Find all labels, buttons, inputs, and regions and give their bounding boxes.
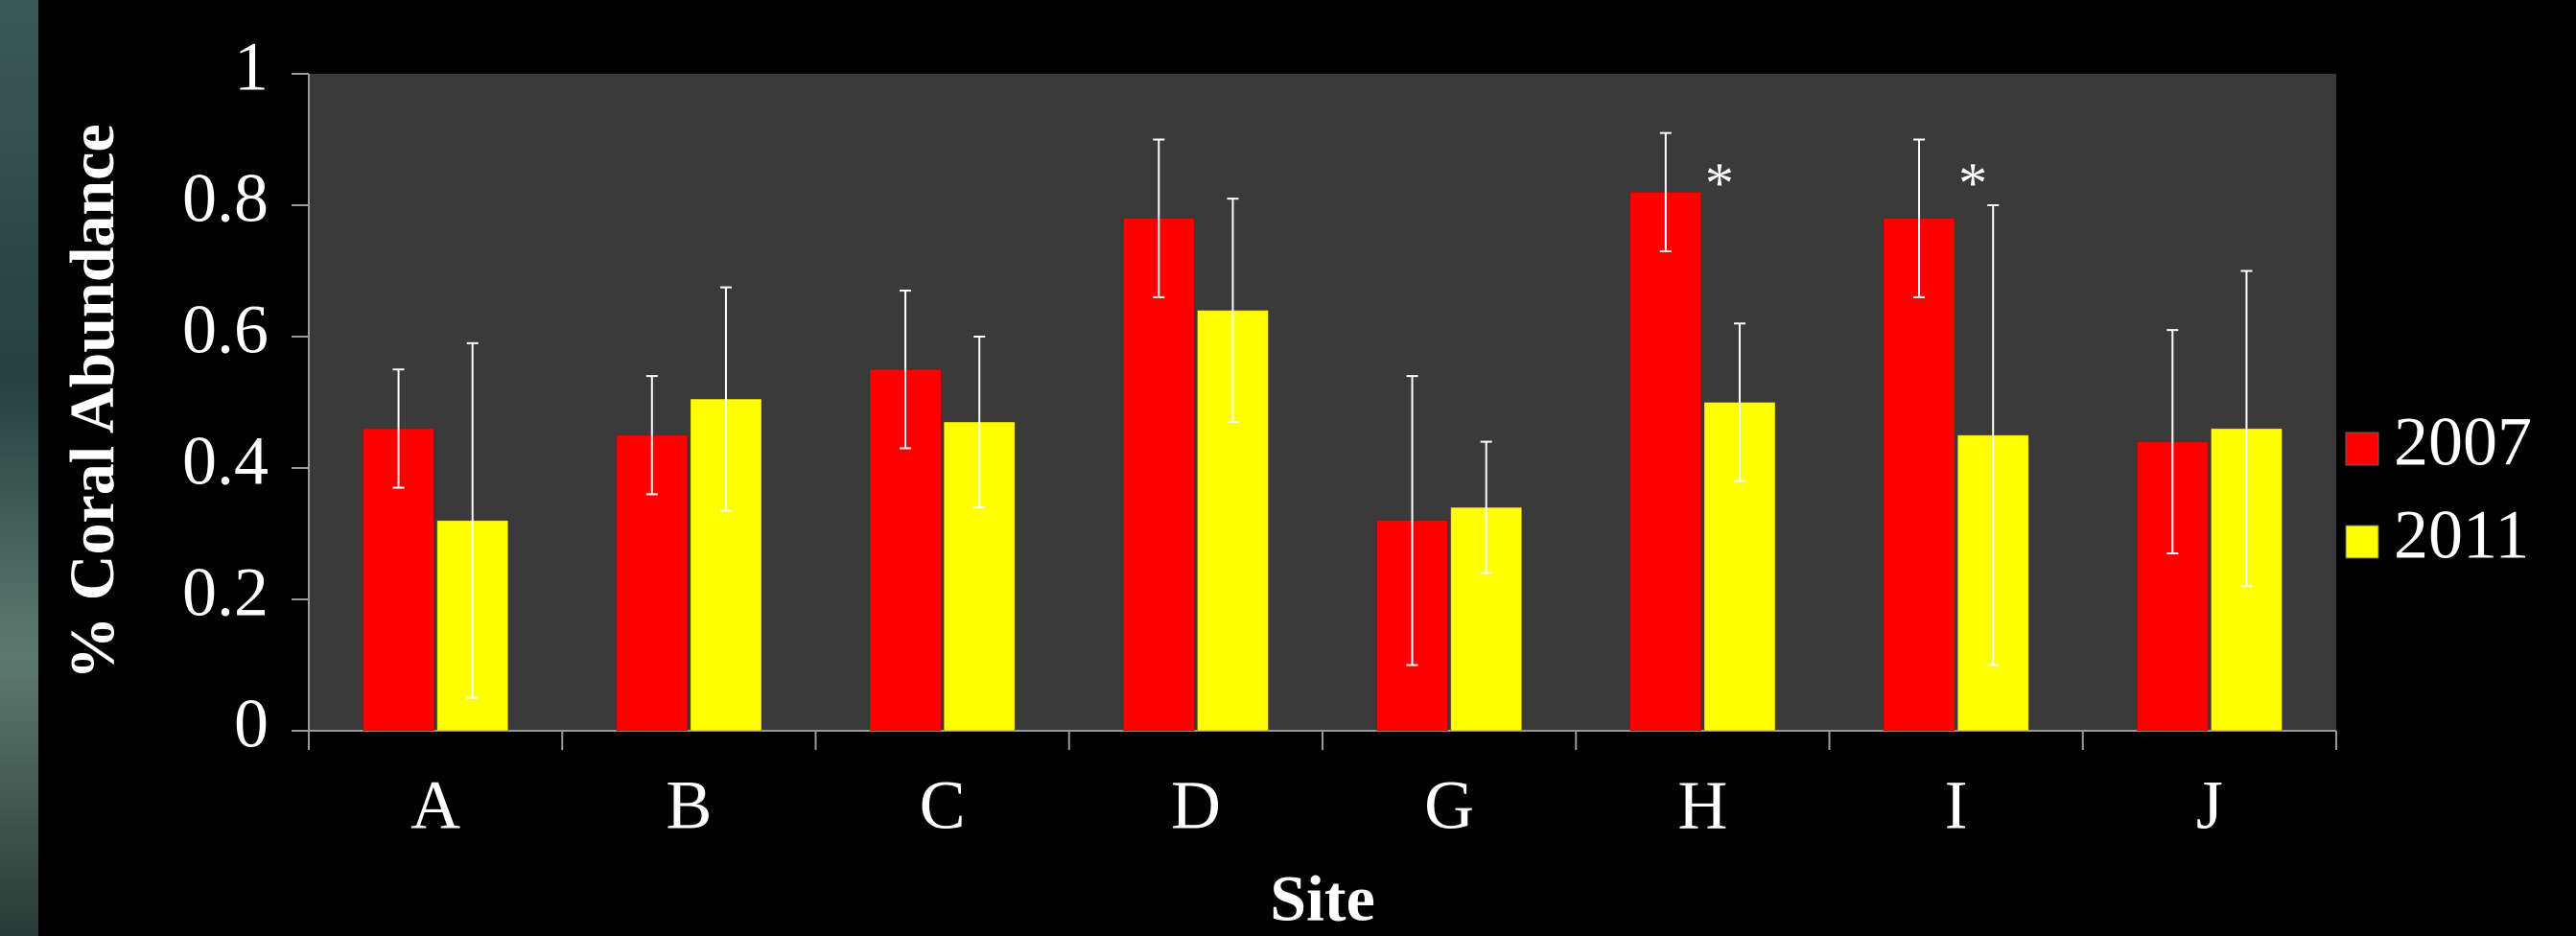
y-tick-label: 0.4 [182,423,269,500]
x-tick-label: B [666,767,712,844]
legend-swatch [2346,433,2378,465]
background-photo-strip [0,0,38,936]
legend-swatch [2346,526,2378,558]
bar [1630,192,1701,731]
x-tick-label: A [410,767,460,844]
x-tick-label: G [1424,767,1474,844]
x-axis-title: Site [1270,862,1375,935]
x-tick-label: H [1677,767,1727,844]
legend-label: 2007 [2394,404,2532,480]
y-tick-label: 0.8 [182,160,269,237]
x-tick-label: D [1171,767,1221,844]
y-tick-label: 0.2 [182,554,269,631]
y-tick-label: 0 [234,686,269,762]
annotation: * [1705,152,1734,215]
annotation: * [1958,152,1987,215]
chart: Site % Coral Abundance 0 0.2 0.4 0.6 0.8 1 A B C… [0,0,2576,936]
y-axis-title: % Coral Abundance [58,124,128,679]
plot-area [309,74,2336,731]
y-tick-label: 1 [234,29,269,105]
x-tick-label: C [920,767,966,844]
legend-label: 2011 [2394,497,2529,573]
x-tick-label: J [2196,767,2223,844]
y-tick-label: 0.6 [182,292,269,368]
x-tick-label: I [1945,767,1968,844]
page: {"chart_data": {"type": "bar", "x_label"… [0,0,2576,936]
